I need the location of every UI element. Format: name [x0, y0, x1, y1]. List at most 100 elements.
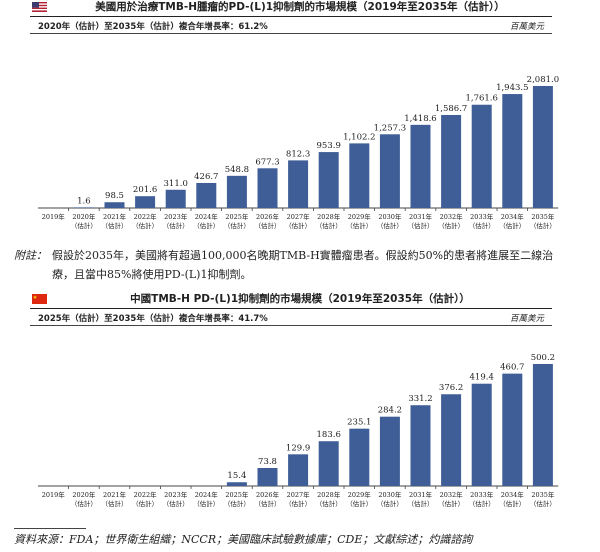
x-tick-label: （估計）: [102, 221, 128, 230]
bar: [226, 482, 247, 486]
x-tick-label: 2035年: [531, 490, 555, 499]
x-tick-label: 2024年: [195, 212, 219, 221]
x-tick-label: （估計）: [499, 499, 525, 508]
x-tick-label: （估計）: [71, 499, 97, 508]
x-tick-label: （估計）: [530, 499, 556, 508]
data-label: 812.3: [286, 149, 310, 159]
x-tick-label: （估計）: [255, 221, 281, 230]
bar: [288, 160, 309, 208]
data-label: 284.2: [378, 406, 402, 416]
data-label: 677.3: [255, 157, 279, 167]
data-label: 1,257.3: [374, 123, 406, 133]
x-tick-label: （估計）: [408, 221, 434, 230]
x-tick-label: 2034年: [501, 212, 525, 221]
source-divider: [14, 528, 86, 529]
x-tick-label: （估計）: [469, 499, 495, 508]
x-tick-label: 2024年: [195, 490, 219, 499]
x-tick-label: 2019年: [42, 490, 66, 499]
us-flag-icon: [32, 2, 47, 12]
x-tick-label: 2021年: [103, 490, 127, 499]
us-chart-panel: 美國用於治療TMB-H腫瘤的PD-(L)1抑制劑的市場規模（2019年至2035…: [0, 0, 600, 240]
x-tick-label: （估計）: [316, 221, 342, 230]
x-tick-label: 2033年: [470, 490, 494, 499]
x-tick-label: （估計）: [224, 221, 250, 230]
bar: [104, 202, 125, 208]
x-tick-label: 2032年: [440, 212, 464, 221]
data-label: 1,102.2: [343, 132, 375, 142]
bar: [441, 394, 462, 486]
data-label: 15.4: [227, 471, 246, 481]
x-tick-label: （估計）: [163, 221, 189, 230]
note-text: 假設於2035年，美國將有超過100,000名晚期TMB-H實體瘤患者。假設約5…: [52, 249, 554, 281]
x-tick-label: 2030年: [378, 490, 402, 499]
x-tick-label: （估計）: [469, 221, 495, 230]
bar: [379, 134, 400, 208]
x-tick-label: （估計）: [193, 221, 219, 230]
bar: [135, 196, 156, 208]
x-tick-label: （估計）: [346, 221, 372, 230]
x-tick-label: 2025年: [225, 490, 249, 499]
bar: [471, 383, 492, 486]
divider: [30, 16, 552, 17]
data-label: 953.9: [317, 141, 341, 151]
china-bar-chart: 2019年 2020年（估計）2021年（估計）2022年（估計）2023年（估計…: [38, 353, 559, 508]
bar: [441, 114, 462, 208]
data-label: 419.4: [470, 373, 494, 383]
bar: [410, 405, 431, 486]
source-text: 資料來源：FDA；世界衛生組織；NCCR；美國臨床試驗數據庫；CDE；文獻綜述；…: [14, 533, 473, 546]
x-tick-label: 2028年: [317, 490, 341, 499]
divider: [30, 325, 552, 326]
data-label: 201.6: [133, 185, 157, 195]
x-tick-label: 2021年: [103, 212, 127, 221]
data-label: 1,586.7: [435, 104, 467, 114]
chart-title: 中國TMB-H PD-(L)1抑制劑的市場規模（2019年至2035年（估計））: [130, 293, 470, 305]
cagr-label: 2020年（估計）至2035年（估計）複合年增長率：61.2%: [38, 22, 268, 32]
bar: [349, 143, 370, 208]
footnote: 附註： 假設於2035年，美國將有超過100,000名晚期TMB-H實體瘤患者。假…: [14, 246, 592, 284]
bar: [73, 207, 94, 208]
unit-label: 百萬美元: [509, 314, 544, 324]
bar: [257, 168, 278, 208]
data-label: 129.9: [286, 443, 310, 453]
x-tick-label: （估計）: [530, 221, 556, 230]
x-tick-label: （估計）: [438, 221, 464, 230]
bar: [318, 441, 339, 486]
x-tick-label: 2031年: [409, 212, 433, 221]
divider: [30, 33, 552, 34]
x-tick-label: 2035年: [531, 212, 555, 221]
x-tick-label: （估計）: [285, 499, 311, 508]
x-tick-label: （估計）: [163, 499, 189, 508]
bar: [349, 428, 370, 486]
x-tick-label: 2032年: [440, 490, 464, 499]
china-flag-icon: [32, 294, 47, 304]
x-tick-label: 2029年: [348, 212, 372, 221]
x-tick-label: （估計）: [71, 221, 97, 230]
x-tick-label: （估計）: [132, 221, 158, 230]
x-tick-label: 2029年: [348, 490, 372, 499]
x-tick-label: 2027年: [287, 490, 311, 499]
data-label: 235.1: [347, 418, 371, 428]
us-bar-chart: 2019年1.62020年（估計）98.52021年（估計）201.62022年…: [38, 75, 559, 230]
data-label: 460.7: [500, 363, 524, 373]
data-label: 183.6: [317, 430, 341, 440]
data-label: 98.5: [105, 191, 124, 201]
note-label: 附註：: [14, 249, 47, 262]
x-tick-label: （估計）: [408, 499, 434, 508]
data-label: 500.2: [531, 353, 555, 363]
x-tick-label: 2031年: [409, 490, 433, 499]
bar: [471, 104, 492, 208]
bar: [318, 152, 339, 208]
x-tick-label: （估計）: [438, 499, 464, 508]
data-label: 1,943.5: [496, 83, 528, 93]
bar: [196, 182, 217, 208]
x-tick-label: 2027年: [287, 212, 311, 221]
x-tick-label: （估計）: [285, 221, 311, 230]
x-tick-label: 2023年: [164, 212, 188, 221]
bar: [379, 416, 400, 486]
x-tick-label: 2020年: [72, 212, 96, 221]
x-tick-label: （估計）: [377, 221, 403, 230]
x-tick-label: 2020年: [72, 490, 96, 499]
x-tick-label: （估計）: [102, 499, 128, 508]
x-tick-label: 2019年: [42, 212, 66, 221]
bar: [532, 364, 553, 486]
